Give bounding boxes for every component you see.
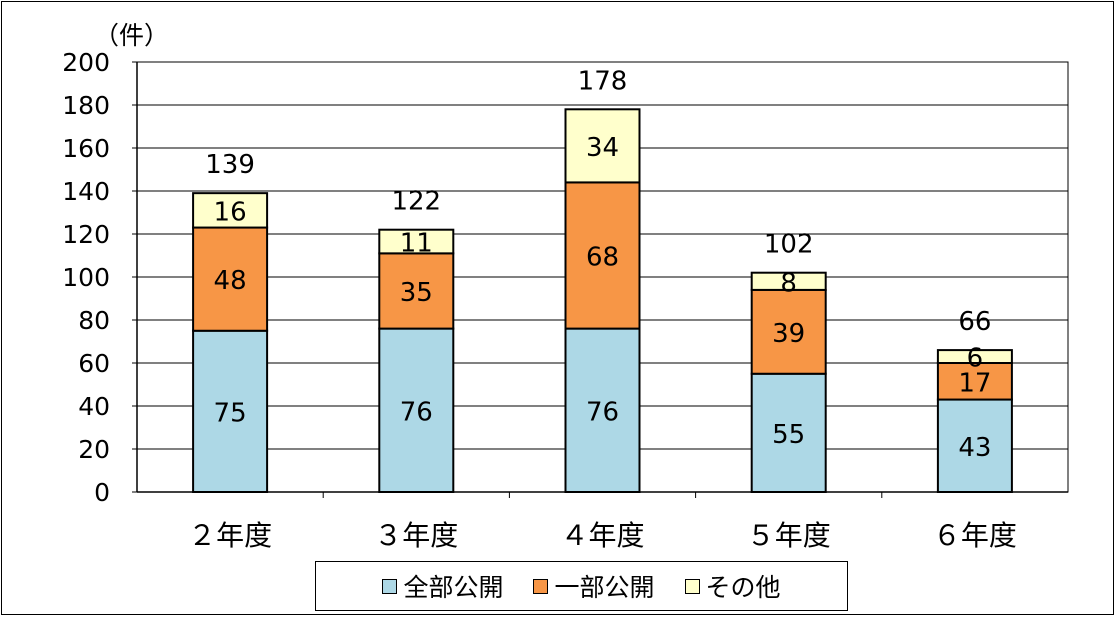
data-label: 16	[214, 197, 247, 227]
bar-segment	[564, 108, 641, 184]
data-label: 48	[214, 266, 247, 296]
data-label: 39	[772, 319, 805, 349]
legend: 全部公開 一部公開 その他	[315, 561, 848, 611]
bar-segment	[192, 192, 269, 229]
y-tick-label: 80	[78, 306, 110, 335]
data-label: 55	[772, 420, 805, 450]
data-label: 6	[967, 344, 984, 374]
data-label: 76	[400, 397, 433, 427]
bar-segment	[378, 228, 455, 255]
x-category-label: ５年度	[747, 519, 831, 552]
total-label: 178	[578, 66, 628, 96]
bar-segment	[192, 226, 269, 332]
y-tick-label: 120	[62, 220, 110, 249]
y-tick-label: 160	[62, 134, 110, 163]
y-tick-label: 180	[62, 91, 110, 120]
bar-segment	[378, 327, 455, 493]
total-label: 122	[391, 187, 441, 217]
bar-segment	[750, 271, 827, 291]
bar-segment	[564, 181, 641, 330]
bar-segment	[936, 362, 1013, 401]
data-label: 75	[214, 398, 247, 428]
data-label: 8	[780, 268, 797, 298]
data-label: 43	[958, 433, 991, 463]
data-label: 11	[400, 229, 433, 259]
total-label: 139	[205, 150, 255, 180]
legend-swatch-full	[382, 578, 398, 594]
legend-label-other: その他	[705, 573, 781, 602]
data-label: 17	[958, 368, 991, 398]
y-tick-label: 40	[78, 392, 110, 421]
data-label: 35	[400, 278, 433, 308]
legend-item-full: 全部公開	[382, 568, 503, 604]
y-tick-label: 20	[78, 435, 110, 464]
data-label: 34	[586, 133, 619, 163]
y-tick-label: 60	[78, 349, 110, 378]
bar-segment	[750, 372, 827, 493]
x-category-label: ４年度	[560, 519, 644, 552]
y-unit-label: （件）	[94, 21, 169, 50]
x-category-label: ２年度	[188, 519, 272, 552]
data-label: 68	[586, 243, 619, 273]
y-tick-label: 100	[62, 263, 110, 292]
x-category-label: ６年度	[933, 519, 1017, 552]
legend-label-full: 全部公開	[403, 573, 504, 602]
bar-segment	[378, 252, 455, 330]
x-category-label: ３年度	[374, 519, 458, 552]
legend-swatch-other	[684, 578, 700, 594]
legend-swatch-partial	[533, 578, 549, 594]
legend-label-partial: 一部公開	[554, 573, 655, 602]
bar-segment	[936, 349, 1013, 365]
total-label: 102	[764, 230, 814, 260]
y-tick-label: 140	[62, 177, 110, 206]
data-label: 76	[586, 397, 619, 427]
bar-segment	[192, 329, 269, 493]
bar-segment	[936, 398, 1013, 493]
y-tick-label: 0	[94, 478, 110, 507]
bar-segment	[750, 288, 827, 375]
legend-item-other: その他	[684, 568, 781, 604]
y-tick-label: 200	[62, 48, 110, 77]
legend-item-partial: 一部公開	[533, 568, 655, 604]
bar-segment	[564, 327, 641, 493]
total-label: 66	[958, 307, 991, 337]
